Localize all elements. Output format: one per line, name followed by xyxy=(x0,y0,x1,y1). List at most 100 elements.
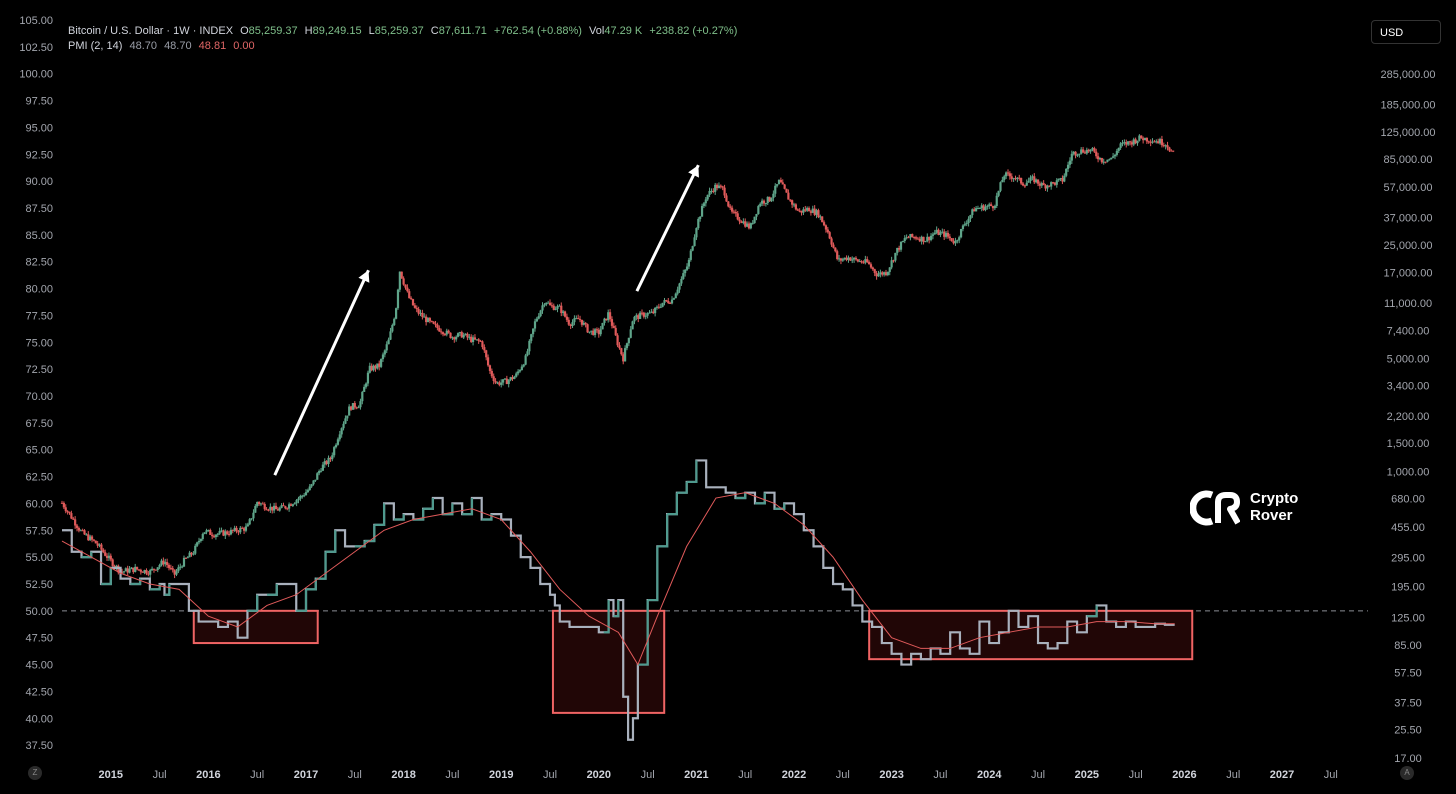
candle-body xyxy=(1033,176,1036,183)
x-tick-label: Jul xyxy=(1324,769,1338,781)
candle-body xyxy=(580,319,584,325)
candle-body xyxy=(1093,148,1096,152)
candle-body xyxy=(1061,178,1064,182)
candle-body xyxy=(325,461,328,464)
candle-body xyxy=(1138,135,1141,141)
candle-body xyxy=(162,560,165,565)
candle-body xyxy=(501,379,505,383)
candle-body xyxy=(545,302,548,305)
candle-body xyxy=(132,567,135,572)
candle-body xyxy=(851,259,854,261)
left-tick-label: 95.00 xyxy=(25,122,53,134)
candle-body xyxy=(1003,176,1006,180)
candle-body xyxy=(736,213,739,220)
candle-body xyxy=(1121,142,1124,144)
candle-body xyxy=(791,200,794,205)
pmi-legend: PMI (2, 14) 48.70 48.70 48.81 0.00 xyxy=(68,40,259,52)
candle-body xyxy=(430,320,433,322)
candle-body xyxy=(717,185,721,189)
candle-body xyxy=(216,533,219,535)
left-tick-label: 90.00 xyxy=(25,176,53,188)
candle-body xyxy=(881,272,884,275)
candle-body xyxy=(552,305,555,310)
candle-body xyxy=(1031,176,1034,178)
candle-body xyxy=(830,238,833,245)
candle-body xyxy=(704,199,707,204)
candle-body xyxy=(896,247,899,253)
candle-body xyxy=(1089,149,1092,152)
candle-body xyxy=(894,252,897,261)
candle-body xyxy=(227,533,231,535)
auto-scale-button[interactable]: A xyxy=(1400,766,1414,780)
candle-body xyxy=(348,406,351,416)
candle-body xyxy=(725,195,728,202)
candle-body xyxy=(727,201,730,207)
candle-body xyxy=(530,334,533,341)
candle-body xyxy=(1008,173,1011,177)
candle-body xyxy=(443,334,447,336)
currency-button[interactable]: USD xyxy=(1371,20,1441,44)
candle-body xyxy=(678,283,681,290)
candle-body xyxy=(205,530,208,533)
candle-body xyxy=(293,503,296,505)
candle-body xyxy=(691,246,694,251)
candle-body xyxy=(246,524,249,527)
candle-body xyxy=(355,407,358,409)
candle-body xyxy=(79,530,82,532)
candle-body xyxy=(730,207,734,212)
candle-body xyxy=(817,210,820,218)
high-label: H xyxy=(304,25,313,37)
candle-body xyxy=(391,325,394,332)
x-tick-label: Jul xyxy=(1226,769,1240,781)
candle-body xyxy=(1149,141,1152,143)
pmi-title[interactable]: PMI (2, 14) xyxy=(68,40,123,52)
candle-body xyxy=(128,569,131,573)
right-tick-label: 195.00 xyxy=(1391,581,1425,593)
candle-body xyxy=(1095,151,1098,157)
candle-body xyxy=(605,318,608,321)
left-tick-label: 102.50 xyxy=(19,42,53,54)
candle-body xyxy=(203,532,206,535)
candle-body xyxy=(783,184,786,189)
candle-body xyxy=(357,407,360,409)
candle-body xyxy=(958,237,961,241)
candle-body xyxy=(547,302,550,304)
candle-body xyxy=(201,534,204,540)
candle-body xyxy=(342,423,345,429)
candle-body xyxy=(447,330,450,333)
candle-body xyxy=(1070,153,1073,161)
candle-body xyxy=(796,209,799,211)
symbol-title[interactable]: Bitcoin / U.S. Dollar · 1W · INDEX xyxy=(68,25,234,37)
candle-body xyxy=(1166,145,1169,148)
candle-body xyxy=(304,492,308,496)
candle-body xyxy=(640,312,644,314)
candle-body xyxy=(237,531,240,533)
right-tick-label: 5,000.00 xyxy=(1387,353,1430,365)
candle-body xyxy=(74,519,77,526)
candle-body xyxy=(665,300,668,302)
candle-body xyxy=(303,495,306,497)
candle-body xyxy=(62,502,65,508)
zoom-button[interactable]: Z xyxy=(28,766,42,780)
candle-body xyxy=(295,500,298,504)
candle-body xyxy=(1072,151,1075,154)
candle-body xyxy=(1123,142,1126,144)
candle-body xyxy=(455,336,458,340)
candle-body xyxy=(633,316,636,322)
pmi-value-2: 48.70 xyxy=(164,40,192,52)
right-tick-label: 37.50 xyxy=(1394,697,1422,709)
candle-body xyxy=(755,214,758,217)
candle-body xyxy=(697,218,700,229)
candle-body xyxy=(156,567,159,571)
x-tick-label: 2021 xyxy=(684,769,708,781)
candle-body xyxy=(984,206,987,211)
candle-body xyxy=(181,566,184,568)
candle-body xyxy=(577,318,580,320)
x-tick-label: 2027 xyxy=(1270,769,1294,781)
pmi-value-1: 48.70 xyxy=(129,40,157,52)
candle-body xyxy=(1080,149,1083,154)
candle-body xyxy=(60,502,64,504)
candle-body xyxy=(911,234,914,237)
candle-body xyxy=(907,237,910,239)
